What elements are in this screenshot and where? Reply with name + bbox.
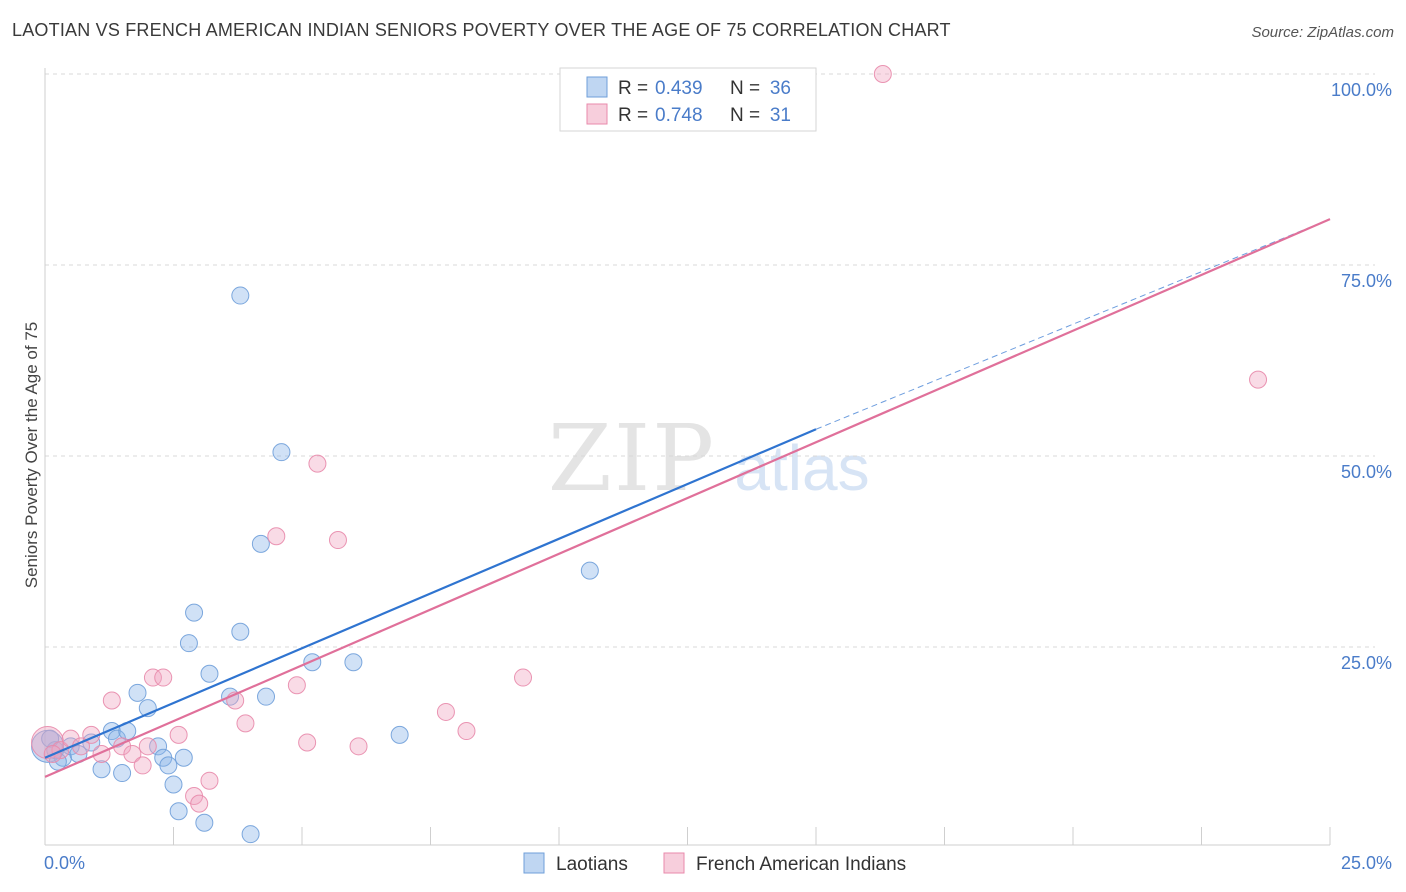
laotian-point bbox=[92, 760, 111, 779]
french-american-indian-point bbox=[457, 722, 476, 741]
french-american-indian-point bbox=[169, 725, 188, 744]
laotian-point bbox=[231, 622, 250, 641]
laotian-point bbox=[272, 443, 291, 462]
y-tick-label: 50.0% bbox=[1341, 462, 1392, 482]
laotian-point bbox=[159, 756, 178, 775]
french-american-indian-point bbox=[200, 771, 219, 790]
bottom-legend-label: Laotians bbox=[556, 854, 628, 875]
french-american-indian-point bbox=[102, 691, 121, 710]
french-american-indian-point bbox=[298, 733, 317, 752]
french-american-indian-point bbox=[349, 737, 368, 756]
french-american-indian-point bbox=[133, 756, 152, 775]
laotian-trend-extension bbox=[815, 218, 1331, 430]
french-american-indian-point bbox=[514, 668, 533, 687]
laotian-point bbox=[128, 683, 147, 702]
laotian-point bbox=[241, 825, 260, 844]
legend-n-label: N = bbox=[730, 78, 760, 99]
french-american-indian-point bbox=[190, 794, 209, 813]
bottom-legend: Laotians French American Indians bbox=[523, 852, 906, 875]
french-american-indian-point bbox=[138, 737, 157, 756]
french-american-indian-point bbox=[873, 65, 892, 83]
legend-swatch bbox=[586, 103, 608, 125]
laotian-point bbox=[169, 802, 188, 821]
x-tick-label-min: 0.0% bbox=[44, 853, 85, 873]
laotian-point bbox=[344, 653, 363, 672]
bottom-legend-label: French American Indians bbox=[696, 854, 906, 875]
legend-r-label: R = bbox=[618, 105, 648, 126]
watermark-zip: ZIP bbox=[548, 405, 716, 512]
french-american-indian-point bbox=[287, 676, 306, 695]
legend-box: R = 0.439 N = 36 R = 0.748 N = 31 bbox=[559, 67, 817, 132]
french-american-indian-point bbox=[143, 668, 162, 687]
legend-swatch bbox=[586, 76, 608, 98]
laotian-point bbox=[113, 764, 132, 783]
laotian-point bbox=[179, 634, 198, 653]
french-american-indian-point bbox=[1249, 370, 1268, 389]
french-american-indian-trend-line bbox=[44, 218, 1331, 778]
french-american-indian-point bbox=[436, 702, 455, 721]
french-american-indian-point bbox=[308, 454, 327, 473]
french-american-indian-point bbox=[267, 527, 286, 546]
laotian-point bbox=[174, 748, 193, 767]
laotian-point bbox=[390, 725, 409, 744]
laotian-point bbox=[231, 286, 250, 305]
french-american-indian-point bbox=[154, 668, 173, 687]
laotian-point bbox=[149, 737, 168, 756]
laotian-point bbox=[257, 687, 276, 706]
y-tick-label: 100.0% bbox=[1331, 80, 1392, 100]
legend-r-value: 0.748 bbox=[655, 105, 703, 126]
laotian-point bbox=[164, 775, 183, 794]
legend-n-label: N = bbox=[730, 105, 760, 126]
laotian-point bbox=[251, 534, 270, 553]
french-american-indian-point bbox=[328, 531, 347, 550]
legend-r-label: R = bbox=[618, 78, 648, 99]
laotian-point bbox=[41, 729, 60, 748]
legend-r-value: 0.439 bbox=[655, 78, 703, 99]
bottom-legend-swatch bbox=[663, 852, 685, 874]
laotian-point bbox=[200, 664, 219, 683]
french-american-indian-point bbox=[236, 714, 255, 733]
y-tick-label: 25.0% bbox=[1341, 653, 1392, 673]
legend-n-value: 31 bbox=[770, 105, 791, 126]
laotian-point bbox=[185, 603, 204, 622]
laotian-trend-line bbox=[44, 428, 817, 759]
laotian-point bbox=[195, 813, 214, 832]
x-tick-label-max: 25.0% bbox=[1341, 853, 1392, 873]
laotian-point bbox=[580, 561, 599, 580]
bottom-legend-swatch bbox=[523, 852, 545, 874]
chart-title: LAOTIAN VS FRENCH AMERICAN INDIAN SENIOR… bbox=[12, 20, 951, 40]
legend-n-value: 36 bbox=[770, 78, 791, 99]
source-label: Source: ZipAtlas.com bbox=[1251, 24, 1394, 41]
french-american-indian-point bbox=[123, 744, 142, 763]
y-tick-label: 75.0% bbox=[1341, 271, 1392, 291]
